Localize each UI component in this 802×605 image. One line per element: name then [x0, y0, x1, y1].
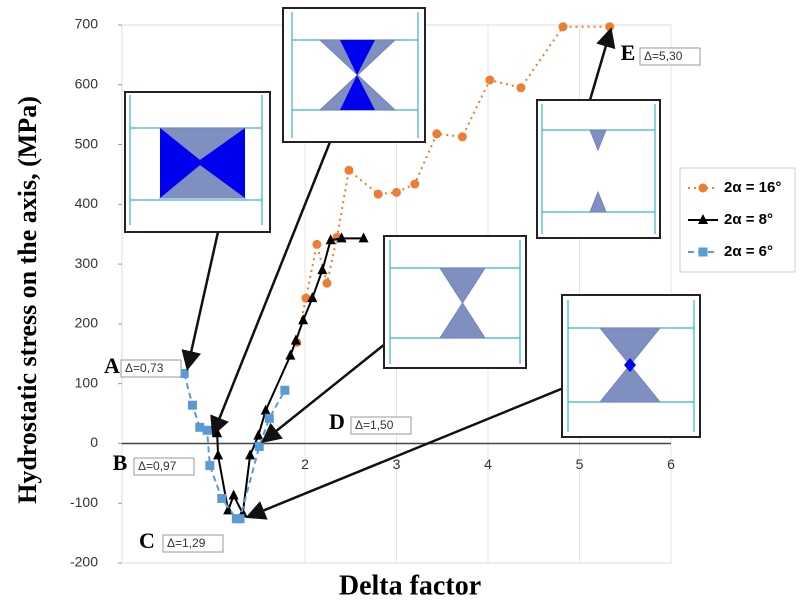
point — [374, 190, 383, 199]
annotation-text: Δ=1,50 — [355, 418, 394, 432]
point — [203, 426, 212, 435]
point — [245, 449, 255, 459]
y-tick-label: 400 — [75, 195, 99, 211]
legend-label: 2α = 8° — [724, 211, 773, 228]
point — [699, 184, 708, 193]
annotation-letter: A — [104, 353, 120, 378]
point — [317, 264, 327, 274]
y-tick-label: 500 — [75, 135, 99, 151]
point — [280, 386, 289, 395]
annotation-letter: B — [113, 450, 128, 475]
y-tick-label: 0 — [90, 434, 98, 450]
annotation-text: Δ=0,97 — [138, 459, 177, 473]
y-tick-label: 100 — [75, 374, 99, 390]
x-axis-label: Delta factor — [339, 570, 481, 601]
inset-b — [283, 8, 425, 142]
annotation-letter: E — [621, 40, 636, 65]
chart: 23456-200-1000100200300400500600700 Hydr… — [0, 0, 802, 605]
point — [312, 240, 321, 249]
series-line — [217, 238, 363, 513]
point — [322, 279, 331, 288]
point — [229, 489, 239, 499]
legend-label: 2α = 6° — [724, 243, 773, 260]
point — [213, 449, 223, 459]
point — [261, 405, 271, 415]
y-axis-label: Hydrostatic stress on the axis, (MPa) — [13, 96, 42, 504]
y-tick-label: 300 — [75, 255, 99, 271]
point — [559, 22, 568, 31]
annotation-text: Δ=5,30 — [644, 49, 683, 63]
point — [265, 414, 274, 423]
point — [344, 166, 353, 175]
inset-e — [562, 295, 700, 437]
y-tick-label: 600 — [75, 75, 99, 91]
point — [485, 75, 494, 84]
x-tick-label: 2 — [301, 456, 309, 472]
inset-c — [537, 100, 660, 238]
y-tick-label: 700 — [75, 16, 99, 32]
point — [410, 180, 419, 189]
annotation-letter: C — [139, 528, 155, 553]
point — [188, 401, 197, 410]
y-tick-label: -100 — [70, 494, 98, 510]
annotation-text: Δ=1,29 — [167, 536, 206, 550]
annotation-letter: D — [329, 409, 345, 434]
point — [392, 188, 401, 197]
point — [285, 350, 295, 360]
legend-label: 2α = 16° — [724, 179, 781, 196]
point — [432, 129, 441, 138]
point — [458, 132, 467, 141]
y-tick-label: -200 — [70, 554, 98, 570]
point — [212, 427, 222, 437]
x-tick-label: 5 — [576, 456, 584, 472]
point — [699, 248, 708, 257]
x-tick-label: 4 — [484, 456, 492, 472]
point — [217, 494, 226, 503]
y-tick-label: 200 — [75, 315, 99, 331]
inset-d — [384, 236, 526, 368]
point — [605, 22, 614, 31]
point — [298, 314, 308, 324]
point — [516, 83, 525, 92]
point — [255, 442, 264, 451]
point — [253, 430, 263, 440]
point — [236, 514, 245, 523]
point — [205, 461, 214, 470]
x-tick-label: 6 — [667, 456, 675, 472]
annotation-text: Δ=0,73 — [125, 361, 164, 375]
inset-a — [125, 92, 270, 232]
legend: 2α = 16° 2α = 8° 2α = 6° — [680, 168, 795, 272]
